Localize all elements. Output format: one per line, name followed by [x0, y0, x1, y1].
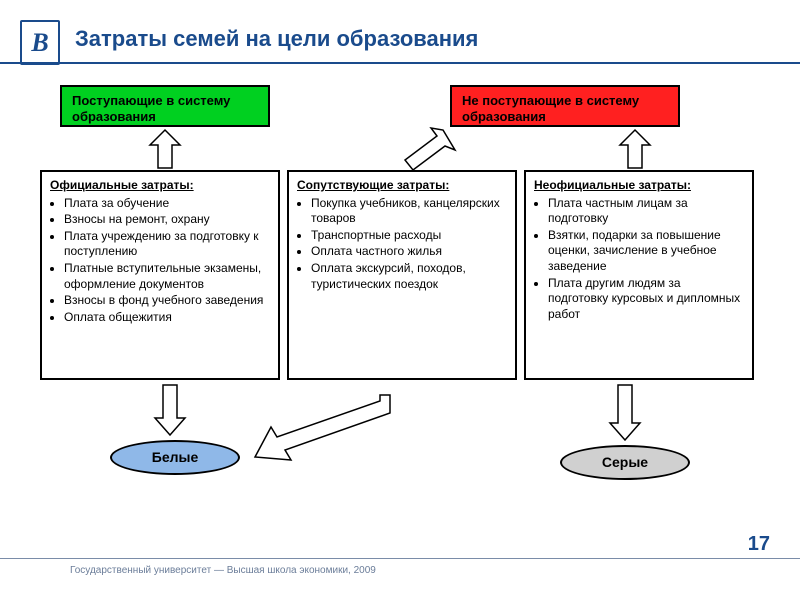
title-underline [0, 62, 800, 64]
list-item: Плата за обучение [64, 196, 270, 212]
oval-grey: Серые [560, 445, 690, 480]
list-item: Транспортные расходы [311, 228, 507, 244]
oval-grey-label: Серые [602, 454, 648, 470]
arrow-official-to-header [150, 130, 180, 170]
box-unofficial-costs: Неофициальные затраты: Плата частным лиц… [524, 170, 754, 380]
list-item: Взятки, подарки за повышение оценки, зач… [548, 228, 744, 275]
list-item: Взносы на ремонт, охрану [64, 212, 270, 228]
hse-logo: В [20, 20, 60, 65]
box-related-costs: Сопутствующие затраты: Покупка учебников… [287, 170, 517, 380]
list-item: Взносы в фонд учебного заведения [64, 293, 270, 309]
page-title: Затраты семей на цели образования [75, 26, 478, 52]
arrow-related-to-white [255, 395, 395, 465]
header-not-entering-text: Не поступающие в систему образования [462, 93, 639, 124]
official-list: Плата за обучениеВзносы на ремонт, охран… [50, 196, 270, 326]
footer-text: Государственный университет — Высшая шко… [70, 565, 376, 576]
list-item: Платные вступительные экзамены, оформлен… [64, 261, 270, 292]
header-entering: Поступающие в систему образования [60, 85, 270, 127]
footer-line [0, 558, 800, 559]
oval-white: Белые [110, 440, 240, 475]
page-number: 17 [748, 533, 770, 556]
official-title: Официальные затраты: [50, 178, 270, 194]
arrow-unofficial-to-grey [610, 385, 640, 440]
arrow-related-to-header [395, 128, 455, 170]
box-official-costs: Официальные затраты: Плата за обучениеВз… [40, 170, 280, 380]
arrow-unofficial-to-header [620, 130, 650, 170]
list-item: Покупка учебников, канцелярских товаров [311, 196, 507, 227]
list-item: Плата учреждению за подготовку к поступл… [64, 229, 270, 260]
unofficial-title: Неофициальные затраты: [534, 178, 744, 194]
list-item: Плата другим людям за подготовку курсовы… [548, 276, 744, 323]
related-list: Покупка учебников, канцелярских товаровТ… [297, 196, 507, 293]
list-item: Оплата частного жилья [311, 244, 507, 260]
header-not-entering: Не поступающие в систему образования [450, 85, 680, 127]
unofficial-list: Плата частным лицам за подготовкуВзятки,… [534, 196, 744, 323]
related-title: Сопутствующие затраты: [297, 178, 507, 194]
header-entering-text: Поступающие в систему образования [72, 93, 230, 124]
arrow-official-to-white [155, 385, 185, 435]
oval-white-label: Белые [152, 449, 198, 465]
list-item: Оплата общежития [64, 310, 270, 326]
list-item: Плата частным лицам за подготовку [548, 196, 744, 227]
list-item: Оплата экскурсий, походов, туристических… [311, 261, 507, 292]
